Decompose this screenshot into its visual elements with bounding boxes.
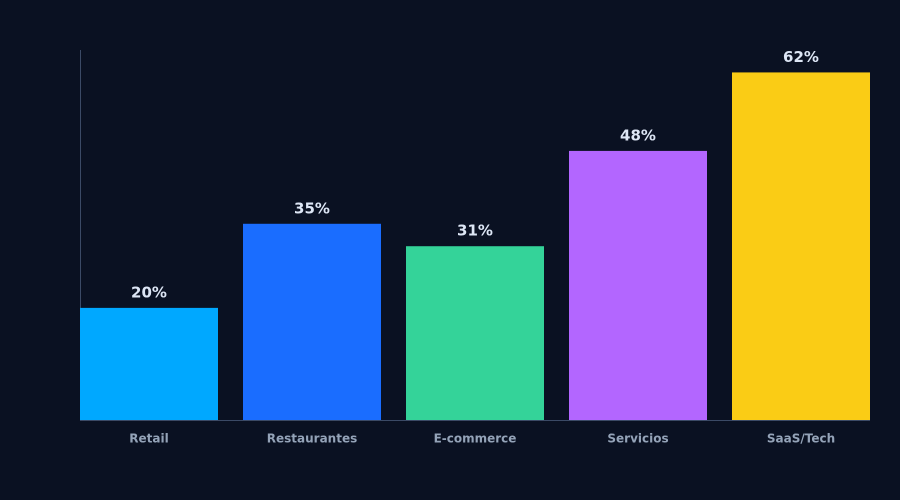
bar <box>569 150 707 420</box>
bar <box>406 246 544 420</box>
x-tick-label: Restaurantes <box>267 432 357 446</box>
x-tick-label: E-commerce <box>434 432 517 446</box>
x-tick-label: Servicios <box>607 432 668 446</box>
value-label: 62% <box>783 48 819 66</box>
x-tick-label: SaaS/Tech <box>767 432 835 446</box>
value-label: 20% <box>131 283 167 301</box>
value-label: 31% <box>457 222 493 240</box>
x-tick-label: Retail <box>129 432 168 446</box>
bar <box>732 72 870 420</box>
value-label: 48% <box>620 126 656 144</box>
value-label: 35% <box>294 199 330 217</box>
bar <box>80 307 218 420</box>
bar <box>243 223 381 420</box>
